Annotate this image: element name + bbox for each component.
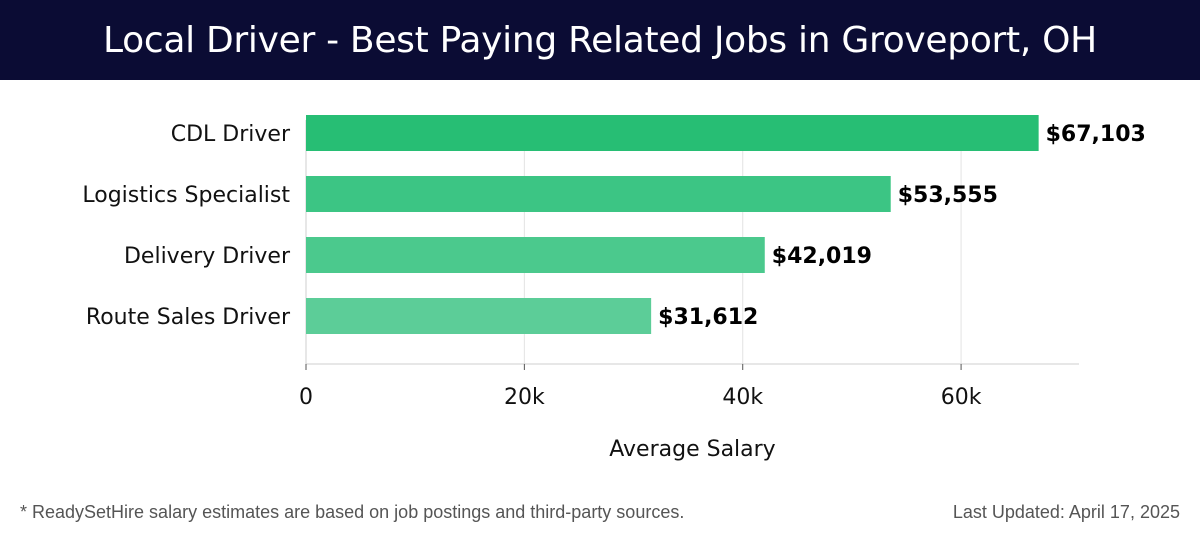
category-label: Logistics Specialist: [82, 183, 290, 208]
chart-title: Local Driver - Best Paying Related Jobs …: [103, 19, 1097, 61]
footer-disclaimer: * ReadySetHire salary estimates are base…: [20, 502, 685, 522]
bar-chart: 0 20k 40k 60k Average Salary CDL Driver $67,10…: [82, 115, 1146, 462]
x-axis-title: Average Salary: [609, 437, 775, 462]
x-tick-label: 20k: [504, 385, 545, 410]
value-label: $42,019: [772, 244, 872, 269]
last-updated-text: Last Updated: April 17, 2025: [952, 502, 1180, 522]
value-label: $53,555: [898, 183, 998, 208]
chart-header: Local Driver - Best Paying Related Jobs …: [0, 0, 1200, 80]
category-label: Delivery Driver: [124, 244, 291, 269]
value-label: $67,103: [1046, 122, 1146, 147]
bar-delivery-driver: [306, 237, 765, 273]
value-label: $31,612: [658, 305, 758, 330]
x-tick-label: 60k: [941, 385, 982, 410]
bar-logistics-specialist: [306, 176, 891, 212]
category-label: CDL Driver: [171, 122, 291, 147]
x-tick-label: 40k: [722, 385, 763, 410]
bar-cdl-driver: [306, 115, 1039, 151]
category-label: Route Sales Driver: [86, 305, 291, 330]
x-tick-label: 0: [299, 385, 313, 410]
bar-route-sales-driver: [306, 298, 652, 334]
